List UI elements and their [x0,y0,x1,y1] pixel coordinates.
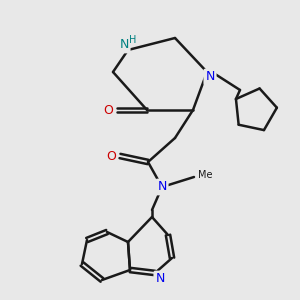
Text: N: N [119,38,129,52]
Text: H: H [129,35,137,45]
Text: O: O [103,103,113,116]
Text: N: N [205,70,215,83]
Text: O: O [106,149,116,163]
Text: Me: Me [198,170,212,180]
Text: N: N [155,272,165,286]
Text: N: N [157,181,167,194]
